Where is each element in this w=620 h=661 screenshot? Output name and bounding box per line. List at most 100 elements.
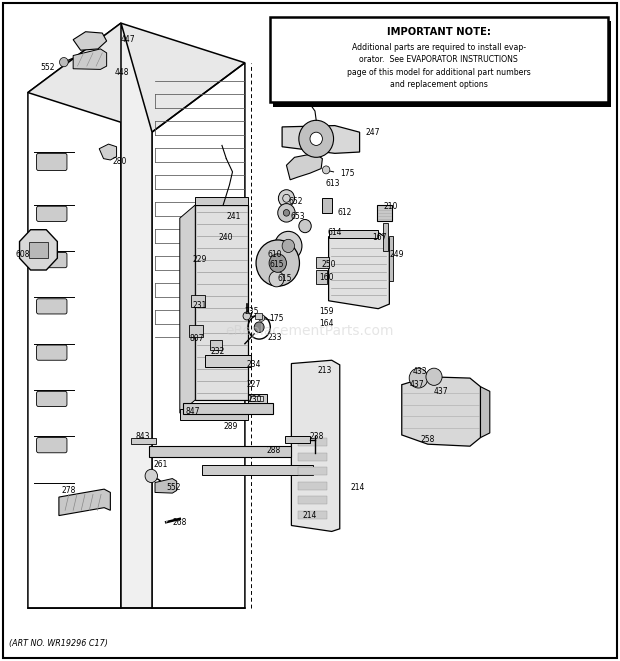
Circle shape	[60, 58, 68, 67]
Bar	[183, 403, 273, 414]
Bar	[298, 482, 327, 490]
Text: 232: 232	[211, 347, 225, 356]
Circle shape	[283, 210, 290, 216]
Text: 608: 608	[16, 250, 30, 259]
Text: 268: 268	[172, 518, 187, 527]
Text: 250: 250	[321, 260, 335, 269]
Bar	[189, 325, 203, 337]
Text: 214: 214	[350, 483, 365, 492]
Bar	[255, 313, 262, 319]
Bar	[205, 355, 251, 367]
Polygon shape	[59, 489, 110, 516]
Text: 241: 241	[226, 212, 241, 221]
Polygon shape	[28, 23, 245, 132]
Text: 214: 214	[303, 511, 317, 520]
Text: 615: 615	[270, 260, 284, 269]
Circle shape	[269, 254, 286, 272]
Bar	[202, 465, 313, 475]
Text: 613: 613	[326, 179, 340, 188]
Bar	[322, 198, 332, 213]
Circle shape	[243, 312, 250, 320]
Text: 175: 175	[270, 314, 284, 323]
Text: 167: 167	[372, 233, 386, 243]
Text: 448: 448	[115, 68, 129, 77]
Circle shape	[259, 315, 265, 321]
Bar	[298, 467, 327, 475]
Polygon shape	[73, 49, 107, 69]
Bar	[29, 242, 48, 258]
Text: 437: 437	[434, 387, 449, 396]
Text: 227: 227	[247, 380, 261, 389]
Text: 235: 235	[245, 307, 259, 317]
Text: 610: 610	[268, 250, 282, 259]
Text: eReplacementParts.com: eReplacementParts.com	[226, 323, 394, 338]
Text: 164: 164	[319, 319, 334, 329]
Polygon shape	[99, 144, 117, 160]
Polygon shape	[155, 479, 177, 493]
Polygon shape	[402, 377, 480, 446]
Bar	[131, 438, 156, 444]
Text: 230: 230	[248, 395, 262, 405]
FancyBboxPatch shape	[270, 17, 608, 102]
Circle shape	[269, 271, 284, 287]
Circle shape	[322, 166, 330, 174]
Polygon shape	[282, 126, 360, 153]
Text: 653: 653	[290, 212, 305, 221]
Text: 288: 288	[267, 446, 281, 455]
Circle shape	[310, 132, 322, 145]
Text: 652: 652	[288, 197, 303, 206]
Polygon shape	[121, 23, 152, 608]
Text: 289: 289	[223, 422, 237, 431]
Circle shape	[409, 368, 428, 388]
Text: Additional parts are required to install evap-
orator.  See EVAPORATOR INSTRUCTI: Additional parts are required to install…	[347, 43, 531, 89]
Text: 433: 433	[412, 367, 427, 376]
FancyBboxPatch shape	[37, 299, 67, 314]
Polygon shape	[286, 153, 322, 180]
Text: 437: 437	[409, 380, 424, 389]
Text: 258: 258	[420, 435, 435, 444]
Text: 614: 614	[327, 228, 342, 237]
Text: 240: 240	[218, 233, 232, 243]
FancyBboxPatch shape	[37, 345, 67, 360]
Text: 278: 278	[62, 486, 76, 495]
Text: 807: 807	[190, 334, 204, 343]
Circle shape	[299, 120, 334, 157]
Circle shape	[275, 231, 302, 260]
Text: 229: 229	[192, 254, 206, 264]
Text: 249: 249	[389, 250, 404, 259]
Text: 210: 210	[383, 202, 397, 211]
FancyBboxPatch shape	[37, 438, 67, 453]
FancyBboxPatch shape	[37, 253, 67, 268]
Bar	[298, 511, 327, 519]
Text: 552: 552	[40, 63, 55, 72]
Bar	[191, 295, 205, 307]
FancyBboxPatch shape	[37, 206, 67, 221]
Bar	[195, 197, 248, 205]
Text: 238: 238	[310, 432, 324, 441]
Text: 615: 615	[278, 274, 292, 284]
Bar	[180, 409, 248, 420]
Circle shape	[278, 204, 295, 222]
Bar	[329, 230, 378, 238]
Text: 231: 231	[192, 301, 206, 310]
Circle shape	[145, 469, 157, 483]
Polygon shape	[291, 360, 340, 531]
Circle shape	[299, 219, 311, 233]
Polygon shape	[329, 233, 389, 309]
Circle shape	[256, 240, 299, 286]
Text: 247: 247	[366, 128, 380, 137]
Bar	[298, 453, 327, 461]
Bar	[250, 396, 263, 401]
Circle shape	[254, 322, 264, 332]
Text: (ART NO. WR19296 C17): (ART NO. WR19296 C17)	[9, 639, 108, 648]
Text: 612: 612	[338, 208, 352, 217]
Text: 159: 159	[319, 307, 334, 317]
Text: 213: 213	[317, 366, 332, 375]
Bar	[377, 205, 392, 221]
Polygon shape	[480, 387, 490, 438]
Text: 233: 233	[268, 332, 282, 342]
Text: IMPORTANT NOTE:: IMPORTANT NOTE:	[387, 27, 490, 37]
Bar	[298, 496, 327, 504]
Circle shape	[282, 239, 294, 253]
Text: 552: 552	[166, 483, 180, 492]
